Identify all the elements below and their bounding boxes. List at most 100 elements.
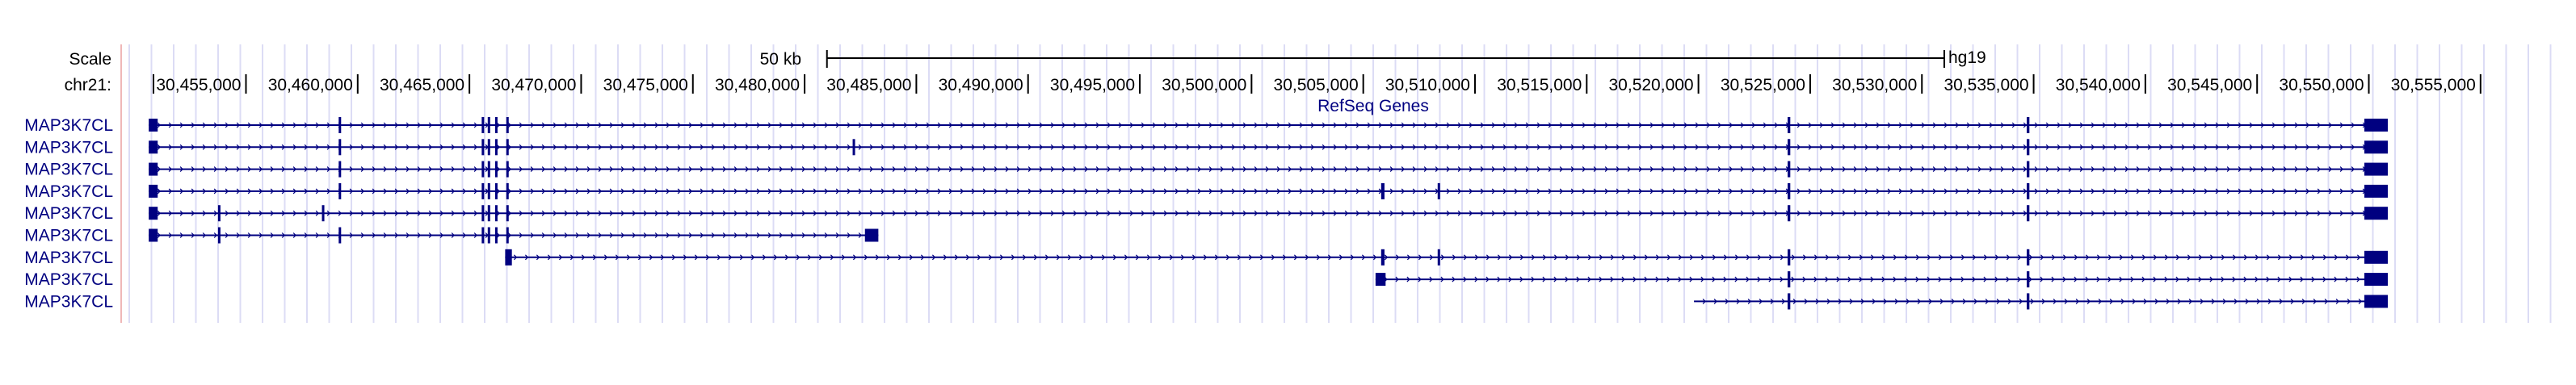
strand-arrow bbox=[892, 210, 896, 216]
strand-arrow bbox=[1231, 144, 1235, 150]
strand-arrow bbox=[1570, 122, 1574, 128]
strand-arrow bbox=[2271, 166, 2276, 173]
strand-arrow bbox=[903, 210, 907, 216]
strand-arrow bbox=[213, 232, 217, 238]
strand-arrow bbox=[496, 210, 500, 216]
strand-arrow bbox=[519, 188, 523, 195]
transcript[interactable] bbox=[149, 139, 2389, 156]
gene-label[interactable]: MAP3K7CL bbox=[24, 249, 113, 267]
strand-arrow bbox=[1740, 188, 1744, 195]
strand-arrow bbox=[383, 122, 387, 128]
strand-arrow bbox=[598, 122, 602, 128]
gene-label[interactable]: MAP3K7CL bbox=[24, 182, 113, 201]
strand-arrow bbox=[1661, 122, 1665, 128]
strand-arrow bbox=[1310, 166, 1314, 173]
strand-arrow bbox=[1872, 298, 1876, 304]
exon-block bbox=[487, 205, 490, 222]
strand-arrow bbox=[2158, 210, 2162, 216]
strand-arrow bbox=[1514, 210, 1518, 216]
strand-arrow bbox=[1621, 254, 1626, 261]
strand-arrow bbox=[202, 210, 206, 216]
strand-arrow bbox=[2158, 144, 2162, 150]
strand-arrow bbox=[292, 122, 296, 128]
strand-arrow bbox=[960, 188, 964, 195]
strand-arrow bbox=[2141, 254, 2146, 261]
strand-arrow bbox=[2079, 188, 2083, 195]
strand-arrow bbox=[880, 166, 885, 173]
strand-arrow bbox=[1254, 210, 1258, 216]
strand-arrow bbox=[530, 166, 534, 173]
transcript[interactable] bbox=[1694, 293, 2389, 310]
strand-arrow bbox=[1796, 166, 1801, 173]
strand-arrow bbox=[1813, 254, 1818, 261]
gene-label[interactable]: MAP3K7CL bbox=[24, 270, 113, 289]
transcript[interactable] bbox=[1375, 271, 2389, 288]
strand-arrow bbox=[1084, 166, 1088, 173]
track-title[interactable]: RefSeq Genes bbox=[1317, 97, 1429, 115]
transcript[interactable] bbox=[149, 117, 2389, 133]
strand-arrow bbox=[2045, 122, 2049, 128]
strand-arrow bbox=[2324, 298, 2328, 304]
transcript[interactable] bbox=[149, 161, 2389, 178]
gene-label[interactable]: MAP3K7CL bbox=[24, 116, 113, 135]
strand-arrow bbox=[2351, 144, 2355, 150]
transcript[interactable] bbox=[149, 205, 2389, 222]
strand-arrow bbox=[982, 166, 986, 173]
strand-arrow bbox=[2164, 276, 2168, 282]
strand-arrow bbox=[349, 188, 353, 195]
strand-arrow bbox=[1842, 144, 1846, 150]
strand-arrow bbox=[1361, 254, 1366, 261]
strand-arrow bbox=[1825, 254, 1830, 261]
strand-arrow bbox=[1011, 254, 1015, 261]
strand-arrow bbox=[292, 232, 296, 238]
strand-arrow bbox=[1395, 254, 1400, 261]
strand-arrow bbox=[2198, 254, 2203, 261]
strand-arrow bbox=[733, 232, 738, 238]
strand-arrow bbox=[1887, 166, 1891, 173]
strand-arrow bbox=[1559, 166, 1563, 173]
strand-arrow bbox=[666, 188, 670, 195]
strand-arrow bbox=[1842, 188, 1846, 195]
strand-arrow bbox=[428, 122, 432, 128]
gene-label[interactable]: MAP3K7CL bbox=[24, 161, 113, 179]
gene-label[interactable]: MAP3K7CL bbox=[24, 292, 113, 311]
strand-arrow bbox=[1050, 144, 1054, 150]
gene-label[interactable]: MAP3K7CL bbox=[24, 204, 113, 223]
strand-arrow bbox=[1107, 144, 1111, 150]
strand-arrow bbox=[1542, 276, 1546, 282]
strand-arrow bbox=[1208, 188, 1212, 195]
strand-arrow bbox=[281, 188, 285, 195]
strand-arrow bbox=[1429, 254, 1434, 261]
strand-arrow bbox=[847, 144, 851, 150]
strand-arrow bbox=[2091, 122, 2095, 128]
strand-arrow bbox=[315, 232, 319, 238]
strand-arrow bbox=[818, 254, 823, 261]
strand-arrow bbox=[2226, 188, 2230, 195]
strand-arrow bbox=[903, 188, 907, 195]
strand-arrow bbox=[1231, 210, 1235, 216]
strand-arrow bbox=[1197, 144, 1201, 150]
strand-arrow bbox=[1842, 166, 1846, 173]
strand-arrow bbox=[2288, 254, 2293, 261]
strand-arrow bbox=[1186, 144, 1190, 150]
strand-arrow bbox=[2053, 298, 2057, 304]
strand-arrow bbox=[2068, 166, 2072, 173]
strand-arrow bbox=[632, 210, 636, 216]
strand-arrow bbox=[1678, 276, 1682, 282]
strand-arrow bbox=[1904, 276, 1908, 282]
scale-label: Scale bbox=[69, 50, 111, 69]
strand-arrow bbox=[1027, 188, 1032, 195]
strand-arrow bbox=[745, 122, 749, 128]
transcript[interactable] bbox=[505, 249, 2389, 266]
strand-arrow bbox=[1853, 144, 1857, 150]
strand-arrow bbox=[2023, 144, 2027, 150]
strand-arrow bbox=[2260, 188, 2264, 195]
gene-label[interactable]: MAP3K7CL bbox=[24, 227, 113, 245]
transcript[interactable] bbox=[149, 182, 2389, 199]
strand-arrow bbox=[439, 144, 443, 150]
strand-arrow bbox=[1508, 276, 1512, 282]
gene-label[interactable]: MAP3K7CL bbox=[24, 138, 113, 157]
transcript[interactable] bbox=[149, 227, 879, 244]
